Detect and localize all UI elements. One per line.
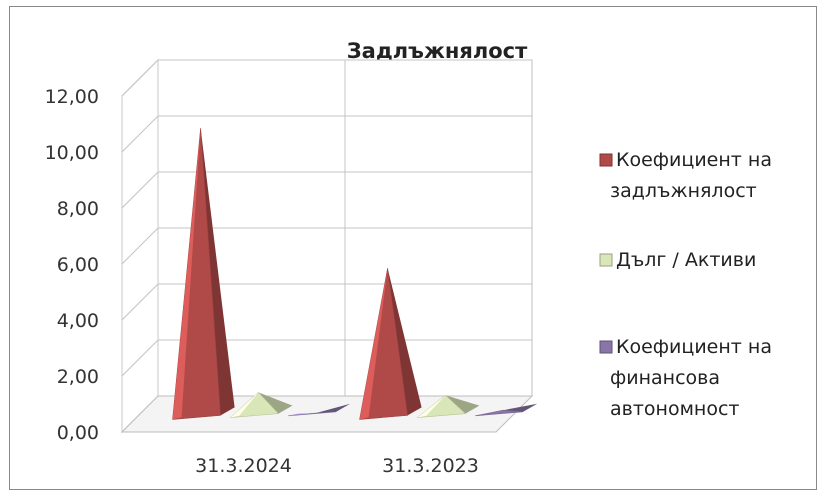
gridline-side xyxy=(121,115,159,153)
gridline-side xyxy=(121,59,159,97)
pyramid-side-face xyxy=(445,395,480,414)
x-category-label: 31.3.2023 xyxy=(382,455,479,477)
gridline-side xyxy=(121,171,159,209)
gridline-side xyxy=(121,339,159,377)
legend-label: Дълг / Активи xyxy=(616,249,756,271)
legend-swatch xyxy=(599,253,613,267)
y-tick-label: 0,00 xyxy=(57,422,99,444)
gridline-side xyxy=(121,227,159,265)
legend-label: Коефициент на xyxy=(616,336,772,358)
pyramid-side-face xyxy=(503,403,538,412)
y-tick-label: 10,00 xyxy=(45,142,99,164)
pyramid-highlight xyxy=(359,268,388,420)
legend-swatch xyxy=(599,340,613,354)
legend-label: Коефициент на xyxy=(616,149,772,171)
chart-title: Задлъжнялост xyxy=(347,39,528,63)
gridline-side xyxy=(121,283,159,321)
y-tick-label: 8,00 xyxy=(57,198,99,220)
pyramid-side-face xyxy=(258,392,293,414)
pyramid-side-face xyxy=(387,268,422,416)
pyramid-highlight xyxy=(230,392,259,418)
legend-label: задлъжнялост xyxy=(610,180,757,202)
pyramid-highlight xyxy=(475,410,504,416)
y-tick-label: 4,00 xyxy=(57,310,99,332)
x-category-label: 31.3.2024 xyxy=(195,455,292,477)
pyramid-side-face xyxy=(316,403,351,413)
y-tick-label: 6,00 xyxy=(57,254,99,276)
pyramid-side-face xyxy=(200,128,235,416)
legend: Коефициент на задлъжнялост Дълг / Активи Ко… xyxy=(599,149,772,420)
legend-label: финансова xyxy=(610,367,720,389)
pyramid-highlight xyxy=(417,395,446,418)
pyramid-highlight xyxy=(288,413,317,416)
y-tick-label: 2,00 xyxy=(57,366,99,388)
legend-label: автономност xyxy=(610,398,739,420)
legend-swatch xyxy=(599,153,613,167)
plot-area: 0,00 2,00 4,00 6,00 8,00 10,00 12,00 31.3.2024 3… xyxy=(45,58,538,477)
pyramid-highlight xyxy=(172,128,201,420)
y-tick-label: 12,00 xyxy=(45,86,99,108)
